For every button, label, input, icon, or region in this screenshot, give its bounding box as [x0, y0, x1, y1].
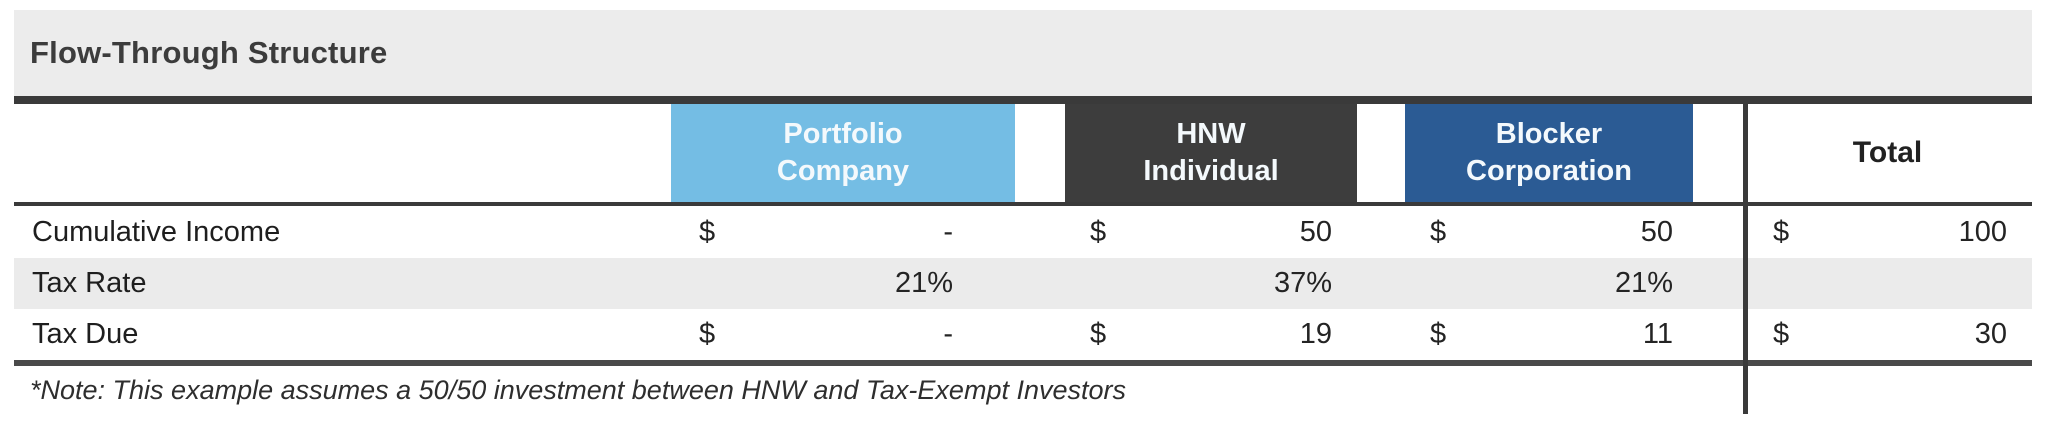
table-row-tax-due: Tax Due $ - $ 19 $ 11 $ 30 [14, 309, 2032, 360]
cell-value: 30 [1974, 318, 2007, 350]
cell-value: 21% [1614, 267, 1673, 299]
currency-symbol: $ [1430, 318, 1447, 350]
column-header-label: Blocker Corporation [1466, 118, 1632, 187]
cell-total [1743, 258, 2032, 309]
section-title-band: Flow-Through Structure [14, 10, 2032, 96]
section-title: Flow-Through Structure [30, 35, 388, 70]
cell-value: - [943, 215, 953, 248]
currency-symbol: $ [1773, 215, 1790, 248]
table-bottom-rule [14, 360, 2032, 366]
cell-value: 100 [1958, 215, 2007, 248]
cell-blocker: $ 11 [1405, 309, 1693, 360]
column-header-label: HNW Individual [1143, 118, 1279, 187]
cell-hnw: $ 50 [1065, 206, 1357, 258]
currency-symbol: $ [1090, 215, 1107, 248]
total-column-footer-empty [1743, 366, 2032, 415]
table-row-cumulative-income: Cumulative Income $ - $ 50 $ 50 $ 100 [14, 206, 2032, 258]
column-header-row: Portfolio Company HNW Individual Blocker… [14, 104, 2032, 202]
column-gap [1357, 104, 1405, 202]
column-header-portfolio-company: Portfolio Company [671, 104, 1015, 202]
column-header-total: Total [1743, 104, 2032, 202]
cell-portfolio: $ - [671, 309, 1015, 360]
cell-value: 50 [1640, 215, 1673, 248]
footnote-text: *Note: This example assumes a 50/50 inve… [30, 375, 1127, 405]
currency-symbol: $ [699, 318, 716, 350]
column-gap [1693, 104, 1743, 202]
row-label: Tax Due [32, 318, 139, 350]
cell-blocker: $ 50 [1405, 206, 1693, 258]
column-gap [1015, 104, 1065, 202]
column-gap [1015, 258, 1065, 309]
footnote-row: *Note: This example assumes a 50/50 inve… [14, 366, 2032, 415]
cell-value: 37% [1273, 267, 1332, 299]
currency-symbol: $ [1090, 318, 1107, 350]
table-row-tax-rate: Tax Rate 21% 37% 21% [14, 258, 2032, 309]
column-header-blocker-corporation: Blocker Corporation [1405, 104, 1693, 202]
row-label: Tax Rate [32, 267, 147, 299]
column-header-label: Portfolio Company [776, 118, 910, 187]
cell-blocker: 21% [1405, 258, 1693, 309]
column-gap [1693, 258, 1743, 309]
column-gap [1693, 309, 1743, 360]
cell-value: 11 [1642, 318, 1673, 350]
total-column-separator-line [1743, 104, 1748, 414]
cell-hnw: 37% [1065, 258, 1357, 309]
column-gap [1693, 206, 1743, 258]
cell-portfolio: 21% [671, 258, 1015, 309]
cell-value: - [943, 318, 953, 350]
currency-symbol: $ [1773, 318, 1790, 350]
cell-value: 21% [894, 267, 953, 299]
currency-symbol: $ [1430, 215, 1447, 248]
column-header-hnw-individual: HNW Individual [1065, 104, 1357, 202]
row-label-header-empty [14, 104, 671, 202]
column-gap [1357, 258, 1405, 309]
column-gap [1015, 206, 1065, 258]
cell-portfolio: $ - [671, 206, 1015, 258]
header-underline-rule [14, 202, 2032, 206]
exhibit-sheet: Flow-Through Structure Portfolio Company… [14, 10, 2032, 415]
cell-total: $ 30 [1743, 309, 2032, 360]
column-gap [1357, 206, 1405, 258]
cell-hnw: $ 19 [1065, 309, 1357, 360]
cell-total: $ 100 [1743, 206, 2032, 258]
column-gap [1015, 309, 1065, 360]
cell-value: 50 [1299, 215, 1332, 248]
column-gap [1357, 309, 1405, 360]
title-underline-rule [14, 96, 2032, 104]
currency-symbol: $ [699, 215, 716, 248]
cell-value: 19 [1299, 318, 1332, 350]
footnote-cell: *Note: This example assumes a 50/50 inve… [14, 366, 1743, 415]
row-label: Cumulative Income [32, 215, 281, 248]
column-header-label: Total [1852, 136, 1923, 169]
